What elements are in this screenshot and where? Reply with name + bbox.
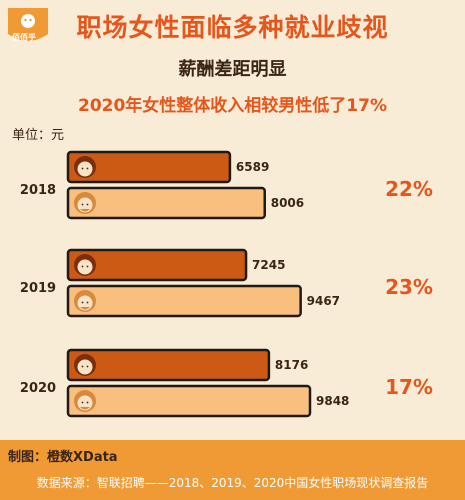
bar-2019-male	[66, 284, 302, 318]
face-eye	[81, 401, 84, 404]
page-title: 职场女性面临多种就业歧视	[76, 13, 389, 42]
woman-face-icon	[74, 156, 96, 178]
source-label: 数据来源：智联招聘——2018、2019、2020中国女性职场现状调查报告	[36, 476, 429, 490]
bar-2020-female	[66, 348, 271, 382]
brand-logo-text: 佰佰乎	[12, 33, 36, 42]
bar-value-label: 6589	[236, 160, 269, 174]
bar-value-label: 9467	[307, 294, 340, 308]
face-beard	[80, 407, 90, 410]
man-face-icon	[74, 390, 96, 412]
man-face-icon	[74, 192, 96, 214]
headline-stat: 2020年女性整体收入相较男性低了17%	[77, 96, 387, 116]
bar-value-label: 7245	[252, 258, 285, 272]
bar-2018-female	[66, 150, 232, 184]
gap-percent-label: 23%	[385, 275, 433, 299]
gap-percent-label: 22%	[385, 177, 433, 201]
credit-label: 制图：橙数XData	[8, 450, 118, 465]
face-eye	[86, 365, 89, 368]
man-face-icon	[74, 290, 96, 312]
face-skin	[77, 259, 93, 275]
face-eye	[81, 265, 84, 268]
face-skin	[77, 395, 93, 411]
face-skin	[77, 161, 93, 177]
brand-logo	[8, 8, 48, 41]
face-eye	[86, 203, 89, 206]
gap-percent-label: 17%	[385, 375, 433, 399]
face-skin	[77, 197, 93, 213]
bar-2018-male	[66, 186, 266, 220]
face-eye	[81, 301, 84, 304]
face-skin	[77, 359, 93, 375]
face-eye	[86, 167, 89, 170]
face-eye	[86, 401, 89, 404]
footer-band	[0, 440, 465, 500]
bar-value-label: 8006	[271, 196, 304, 210]
face-eye	[81, 167, 84, 170]
bar-value-label: 8176	[275, 358, 308, 372]
year-label: 2019	[20, 281, 56, 296]
bar-2019-female	[66, 248, 248, 282]
salary-bar-chart: 6589 8006 2018 22% 7245 9467 2019 23% 8176 9848 20…	[20, 150, 433, 418]
face-beard	[80, 307, 90, 310]
unit-label: 单位：元	[12, 128, 65, 143]
face-beard	[80, 209, 90, 212]
bar-value-label: 9848	[316, 394, 349, 408]
page-subtitle: 薪酬差距明显	[178, 59, 287, 80]
face-eye	[81, 203, 84, 206]
face-skin	[77, 295, 93, 311]
woman-face-icon	[74, 354, 96, 376]
face-eye	[86, 301, 89, 304]
year-label: 2018	[20, 183, 56, 198]
year-label: 2020	[20, 381, 56, 396]
face-eye	[86, 265, 89, 268]
woman-face-icon	[74, 254, 96, 276]
bar-2020-male	[66, 384, 312, 418]
face-eye	[81, 365, 84, 368]
